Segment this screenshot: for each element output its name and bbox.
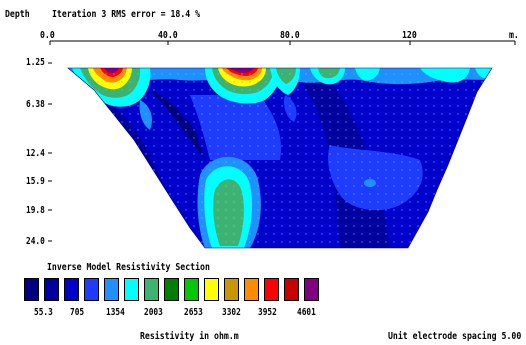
legend-swatch <box>264 278 279 301</box>
depth-axis-ticks <box>48 63 52 241</box>
legend-swatch <box>64 278 79 301</box>
legend-value: 2653 <box>184 308 203 318</box>
legend-swatch <box>144 278 159 301</box>
legend-swatch <box>84 278 99 301</box>
legend-value: 4601 <box>297 308 316 318</box>
legend-swatch <box>164 278 179 301</box>
resistivity-unit-label: Resistivity in ohm.m <box>140 331 239 342</box>
legend-swatch <box>204 278 219 301</box>
x-axis-ticks <box>50 41 515 45</box>
legend-swatch <box>104 278 119 301</box>
legend-swatch <box>124 278 139 301</box>
legend-value: 705 <box>70 308 84 318</box>
legend-swatch <box>284 278 299 301</box>
legend-swatch <box>184 278 199 301</box>
electrode-spacing-label: Unit electrode spacing 5.00 m. <box>388 331 526 342</box>
legend-swatch <box>244 278 259 301</box>
section-fill <box>60 60 500 255</box>
legend-swatch <box>224 278 239 301</box>
legend-value: 3302 <box>222 308 241 318</box>
legend-swatch <box>44 278 59 301</box>
legend-swatch <box>24 278 39 301</box>
legend-value: 55.3 <box>34 308 53 318</box>
legend-value: 3952 <box>258 308 277 318</box>
legend-value: 1354 <box>106 308 125 318</box>
section-title: Inverse Model Resistivity Section <box>47 262 210 273</box>
legend-value: 2003 <box>144 308 163 318</box>
legend-swatch <box>304 278 319 301</box>
